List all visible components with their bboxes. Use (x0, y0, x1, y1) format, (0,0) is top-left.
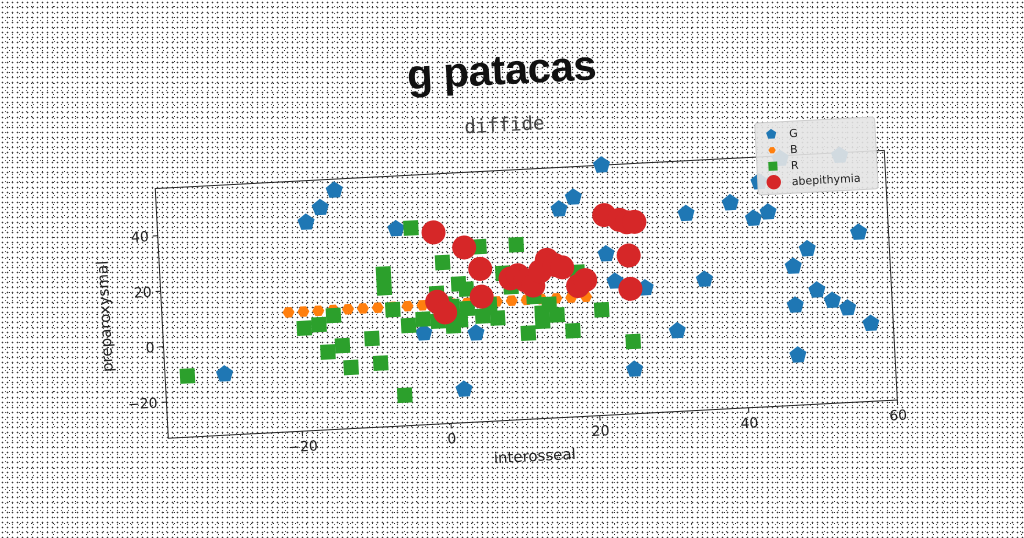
point-G (216, 365, 234, 382)
point-G (745, 209, 763, 226)
point-R (180, 368, 196, 384)
point-G (786, 296, 804, 313)
point-B (297, 306, 310, 317)
point-G (850, 223, 868, 240)
y-tick-label: −20 (128, 396, 158, 414)
point-G (597, 245, 615, 262)
point-G (311, 198, 329, 215)
point-B (312, 305, 325, 316)
point-R (520, 325, 536, 341)
point-B (282, 307, 295, 318)
point-B (357, 303, 370, 314)
x-tick-label: 20 (591, 423, 610, 440)
point-G (784, 257, 802, 274)
point-abepithymia (421, 220, 446, 245)
x-tick-label: 0 (447, 431, 457, 447)
point-R (415, 311, 431, 327)
point-R (549, 307, 565, 323)
point-G (550, 200, 568, 217)
point-R (376, 266, 392, 282)
point-R (625, 334, 641, 350)
x-axis-label: interosseal (493, 445, 576, 467)
x-tick-label: 40 (740, 415, 759, 432)
point-G (839, 299, 857, 316)
point-R (373, 355, 389, 371)
point-G (798, 239, 816, 256)
point-G (297, 213, 315, 230)
point-G (695, 270, 713, 287)
point-R (401, 318, 417, 334)
point-R (435, 255, 451, 271)
point-R (397, 387, 413, 403)
point-abepithymia (452, 235, 477, 260)
point-B (342, 304, 355, 315)
series-R (172, 209, 643, 415)
point-R (364, 331, 380, 347)
point-R (376, 280, 392, 296)
point-R (335, 338, 351, 354)
point-B (401, 301, 414, 312)
point-B (505, 295, 518, 306)
point-R (385, 302, 401, 318)
y-tick-label: 0 (145, 340, 155, 356)
point-G (626, 360, 644, 377)
legend-label: B (790, 143, 798, 156)
point-R (565, 323, 581, 339)
point-G (823, 291, 841, 308)
point-G (677, 204, 695, 221)
point-G (759, 203, 777, 220)
point-R (296, 320, 312, 336)
point-R (343, 360, 359, 376)
point-R (508, 237, 524, 253)
point-G (455, 380, 473, 397)
x-tick-label: −20 (288, 438, 318, 456)
point-G (789, 346, 807, 363)
point-G (467, 324, 485, 341)
legend-label: R (791, 159, 800, 172)
point-G (808, 281, 826, 298)
y-axis-label: preparoxysmal (93, 260, 117, 372)
point-R (311, 317, 327, 333)
legend-label: G (789, 127, 798, 140)
point-G (668, 321, 686, 338)
y-tick-label: 40 (131, 229, 150, 246)
point-R (490, 310, 506, 326)
point-R (594, 302, 610, 318)
x-tick-label: 60 (889, 408, 908, 425)
point-G (862, 314, 880, 331)
axis-ticks: −20 0 20 40 60 −20 0 20 40 (119, 190, 908, 464)
point-abepithymia (616, 243, 641, 268)
legend-marker (768, 161, 777, 170)
point-G (564, 188, 582, 205)
point-R (326, 308, 342, 324)
point-R (320, 344, 336, 360)
point-abepithymia (468, 256, 493, 281)
point-B (372, 302, 385, 313)
point-R (403, 220, 419, 236)
point-G (387, 219, 405, 236)
point-G (721, 193, 739, 210)
y-tick-label: 20 (133, 285, 152, 302)
point-G (325, 181, 343, 198)
point-G (593, 156, 611, 173)
point-R (535, 313, 551, 329)
